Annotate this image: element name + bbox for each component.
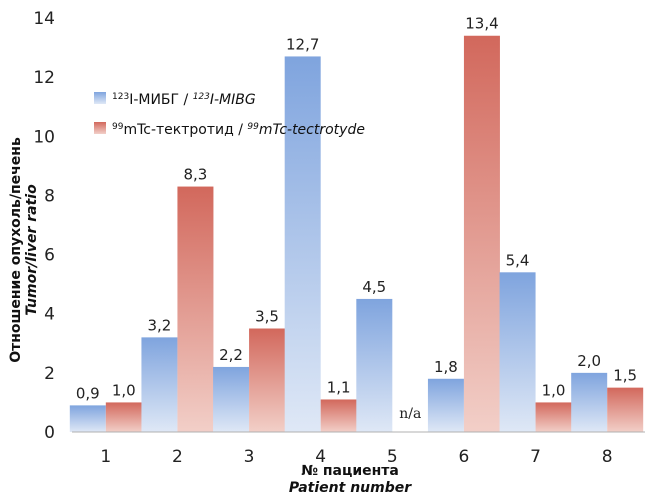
bar-mibg-6 — [427, 378, 464, 432]
bars — [69, 35, 644, 432]
bar-tectrotyde-7 — [535, 402, 572, 432]
x-tick-label: 3 — [244, 447, 255, 467]
value-label-tectrotyde-7: 1,0 — [542, 381, 566, 399]
y-tick-label: 10 — [33, 127, 55, 147]
bar-mibg-5 — [356, 298, 393, 432]
bar-mibg-8 — [571, 372, 608, 432]
bar-mibg-1 — [69, 405, 106, 432]
value-label-tectrotyde-4: 1,1 — [327, 378, 351, 396]
x-tick-label: 7 — [530, 447, 541, 467]
bar-mibg-3 — [213, 366, 250, 432]
value-label-mibg-8: 2,0 — [577, 352, 601, 370]
legend-label-mibg: 123I-МИБГ / 123I-MIBG — [112, 92, 256, 108]
legend-swatch-tectrotyde — [94, 122, 106, 134]
y-axis-title-en: Tumor/liver ratio — [24, 184, 40, 316]
x-tick-label: 2 — [172, 447, 183, 467]
value-labels: 0,9 1,0 3,2 8,3 2,2 3,5 12,7 1,1 4,5 n/a 1,8 13,4 5,… — [76, 15, 637, 422]
bar-tectrotyde-3 — [249, 328, 286, 432]
value-label-mibg-1: 0,9 — [76, 384, 100, 402]
bar-tectrotyde-2 — [177, 186, 214, 432]
bar-tectrotyde-4 — [320, 399, 357, 432]
value-label-tectrotyde-3: 3,5 — [255, 308, 279, 326]
value-label-tectrotyde-6: 13,4 — [465, 15, 498, 33]
value-label-mibg-5: 4,5 — [362, 278, 386, 296]
y-tick-label: 14 — [33, 9, 55, 29]
x-axis-title-en: Patient number — [289, 480, 412, 496]
bar-mibg-2 — [141, 337, 178, 432]
value-label-mibg-3: 2,2 — [219, 346, 243, 364]
x-axis-ticks: 1 2 3 4 5 6 7 8 — [100, 447, 612, 467]
x-tick-label: 6 — [459, 447, 470, 467]
y-axis-ticks: 0 2 4 6 8 10 12 14 — [33, 9, 55, 443]
x-tick-label: 8 — [602, 447, 613, 467]
x-tick-label: 5 — [387, 447, 398, 467]
value-label-tectrotyde-2: 8,3 — [184, 166, 208, 184]
y-axis-title-ru: Отношение опухоль/печень — [8, 137, 24, 363]
legend-label-tectrotyde: 99mTc-тектротид / 99mTc-tectrotyde — [112, 122, 365, 138]
value-label-tectrotyde-1: 1,0 — [112, 381, 136, 399]
bar-tectrotyde-6 — [463, 35, 500, 432]
y-tick-label: 8 — [44, 186, 55, 206]
y-tick-label: 12 — [33, 68, 55, 88]
value-label-mibg-7: 5,4 — [506, 251, 530, 269]
value-label-mibg-4: 12,7 — [286, 35, 319, 53]
y-axis-title: Отношение опухоль/печень Tumor/liver rat… — [8, 137, 40, 363]
value-label-na-5: n/a — [399, 406, 421, 422]
y-tick-label: 4 — [44, 305, 55, 325]
bar-mibg-7 — [499, 272, 536, 432]
bar-mibg-4 — [284, 56, 321, 432]
bar-tectrotyde-1 — [105, 402, 142, 432]
bar-tectrotyde-8 — [607, 387, 644, 432]
y-tick-label: 2 — [44, 364, 55, 384]
value-label-mibg-6: 1,8 — [434, 358, 458, 376]
legend-swatch-mibg — [94, 92, 106, 104]
value-label-mibg-2: 3,2 — [148, 316, 172, 334]
y-tick-label: 6 — [44, 246, 55, 266]
y-tick-label: 0 — [44, 423, 55, 443]
value-label-tectrotyde-8: 1,5 — [613, 367, 637, 385]
x-tick-label: 1 — [100, 447, 111, 467]
x-tick-label: 4 — [315, 447, 326, 467]
x-axis-title-ru: № пациента — [301, 463, 399, 479]
legend: 123I-МИБГ / 123I-MIBG 99mTc-тектротид / … — [94, 92, 365, 138]
